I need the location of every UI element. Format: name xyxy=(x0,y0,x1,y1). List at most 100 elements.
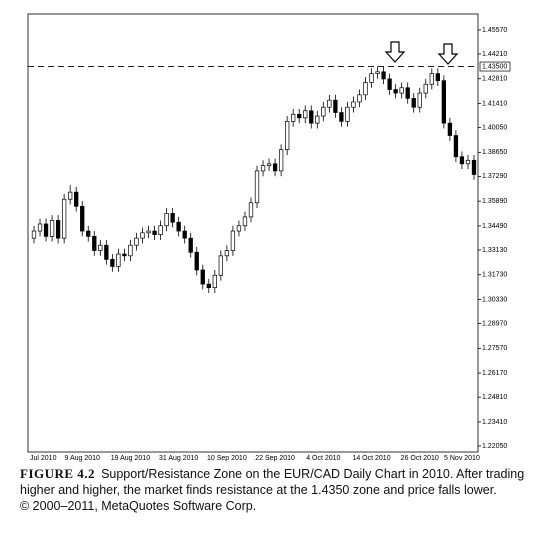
candle-body xyxy=(315,115,320,124)
candle-body xyxy=(188,237,193,253)
candle-body xyxy=(297,113,302,119)
candle-body xyxy=(158,225,163,235)
candle-body xyxy=(116,253,121,267)
candle-body xyxy=(104,244,109,260)
candle-body xyxy=(435,73,440,82)
candle-body xyxy=(429,73,434,85)
candle-body xyxy=(194,251,199,271)
candle-body xyxy=(230,230,236,251)
x-tick-label: 5 Nov 2010 xyxy=(444,455,480,462)
candle-body xyxy=(170,213,175,223)
y-tick-label: 1.31730 xyxy=(482,272,507,279)
candle-body xyxy=(387,78,392,90)
candle-body xyxy=(254,170,260,204)
candle-body xyxy=(405,87,410,99)
candle-body xyxy=(447,122,453,136)
candle-body xyxy=(68,191,73,200)
candle-body xyxy=(272,163,278,172)
candle-body xyxy=(471,159,477,175)
candle-body xyxy=(345,106,350,122)
candle-body xyxy=(86,230,91,237)
candle-body xyxy=(381,71,386,80)
candle-body xyxy=(110,259,115,267)
candle-body xyxy=(61,198,67,239)
candle-body xyxy=(459,156,465,165)
arrow-down xyxy=(437,43,459,65)
chart: 1.45570 1.44210 1.42810 1.41410 1.40050 1.386… xyxy=(27,13,511,462)
y-tick-label: 1.23410 xyxy=(482,419,507,426)
x-tick-label: 31 Aug 2010 xyxy=(159,455,198,462)
candle-body xyxy=(182,230,187,239)
y-tick-label: 1.27570 xyxy=(482,345,507,352)
candle-body xyxy=(140,232,145,239)
candle-body xyxy=(411,98,416,108)
candle-body xyxy=(134,237,139,246)
y-tick-label: 1.28970 xyxy=(482,320,507,327)
candle-body xyxy=(176,221,181,232)
y-tick-label: 1.42810 xyxy=(482,76,507,83)
candle-body xyxy=(441,80,447,124)
candle-body xyxy=(212,274,217,289)
candle-body xyxy=(369,73,374,83)
y-tick-label: 1.45570 xyxy=(482,27,507,34)
candle-body xyxy=(423,83,428,94)
arrow-down xyxy=(384,41,406,63)
candle-body xyxy=(260,165,266,172)
candle-body xyxy=(128,244,133,257)
x-tick-label: 9 Aug 2010 xyxy=(65,455,101,462)
caption-text: Support/Resistance Zone on the EUR/CAD D… xyxy=(20,467,525,497)
candle-body xyxy=(98,244,103,251)
candle-body xyxy=(146,230,151,234)
candle-body xyxy=(465,159,471,165)
candle-body xyxy=(218,255,223,276)
candle-body xyxy=(278,149,284,172)
candle-body xyxy=(55,220,61,239)
candle-body xyxy=(248,202,254,218)
candle-body xyxy=(285,121,290,151)
y-tick-label: 1.22050 xyxy=(482,443,507,450)
y-tick-label: 1.30330 xyxy=(482,296,507,303)
candle-body xyxy=(37,223,43,232)
candle-body xyxy=(80,205,85,232)
candle-body xyxy=(375,71,380,74)
candle-body xyxy=(399,87,404,94)
candle-body xyxy=(327,99,332,108)
x-tick-label: 22 Sep 2010 xyxy=(255,455,295,462)
caption: FIGURE 4.2 Support/Resistance Zone on the… xyxy=(20,466,525,514)
candle-body xyxy=(164,213,169,227)
x-tick-label: 4 Oct 2010 xyxy=(306,455,340,462)
candle-body xyxy=(236,225,242,232)
candle-body xyxy=(321,106,326,117)
x-tick-label: 14 Oct 2010 xyxy=(352,455,390,462)
candle-body xyxy=(417,92,422,108)
candle-body xyxy=(31,230,37,239)
candle-body xyxy=(74,191,79,207)
candle-body xyxy=(309,110,314,124)
y-tick-label: 1.37290 xyxy=(482,173,507,180)
y-tick-label: 1.26170 xyxy=(482,370,507,377)
candle-body xyxy=(357,94,362,103)
candle-body xyxy=(43,223,49,237)
candle-body xyxy=(92,236,97,251)
y-tick-label: 1.38650 xyxy=(482,149,507,156)
y-tick-label: 1.44210 xyxy=(482,51,507,58)
candle-body xyxy=(339,112,344,122)
figure-label: FIGURE 4.2 xyxy=(20,466,96,481)
credit: © 2000–2011, MetaQuotes Software Corp. xyxy=(20,499,257,513)
candle-body xyxy=(393,89,398,94)
candle-body xyxy=(224,250,230,257)
candle-body xyxy=(152,230,157,235)
candle-body xyxy=(200,269,205,285)
y-tick-label: 1.41410 xyxy=(482,100,507,107)
candle-body xyxy=(363,82,368,96)
arrow xyxy=(384,41,459,65)
y-tick-label: 1.24810 xyxy=(482,394,507,401)
candle-body xyxy=(291,113,296,122)
candle-body xyxy=(333,99,338,113)
candle-body xyxy=(303,110,308,119)
y-tick-label: 1.35890 xyxy=(482,198,507,205)
y-tick-label: 1.34490 xyxy=(482,223,507,230)
plot-frame xyxy=(27,13,479,453)
x-tick-label: 19 Aug 2010 xyxy=(111,455,150,462)
